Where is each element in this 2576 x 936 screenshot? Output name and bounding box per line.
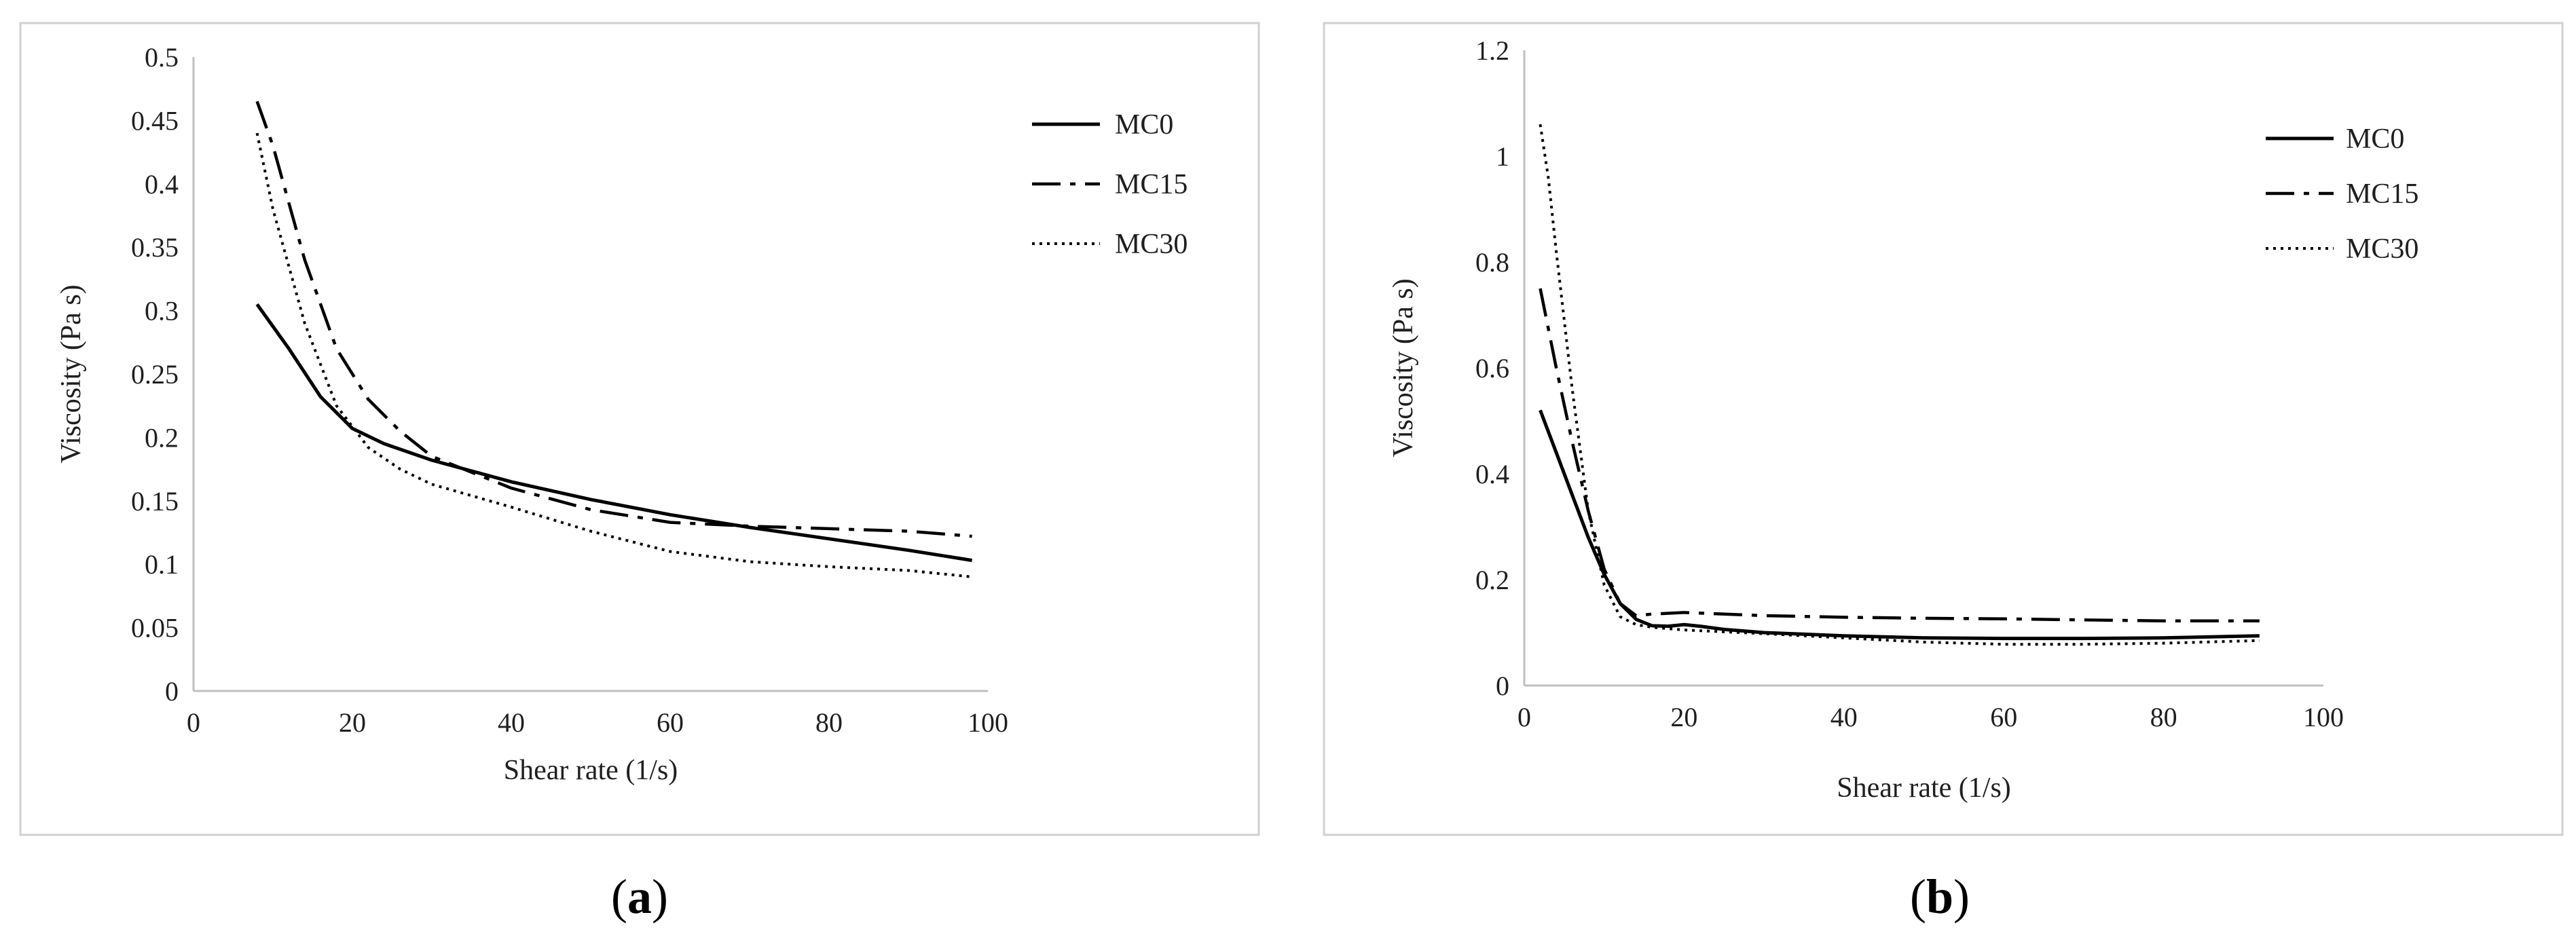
y-tick-label: 0.3 <box>145 296 179 326</box>
y-tick-label: 0.1 <box>145 549 179 580</box>
y-tick-label: 0.4 <box>145 169 179 200</box>
legend-label-mc15: MC15 <box>1115 169 1188 200</box>
x-axis-title: Shear rate (1/s) <box>1837 772 2011 804</box>
x-tick-label: 80 <box>2150 702 2177 732</box>
y-tick-label: 0.5 <box>145 42 179 73</box>
chart-panel-a: 0 0.05 0.1 0.15 0.2 0.25 0.3 0.35 0.4 0.45 0.5 0 20 4… <box>19 22 1260 924</box>
panel-caption: (b) <box>1910 869 1970 924</box>
series-line-mc15 <box>1539 288 2260 623</box>
legend-label-mc30: MC30 <box>1115 229 1188 260</box>
x-tick-label: 60 <box>1990 702 2017 732</box>
y-axis-title: Viscosity (Pa s) <box>56 284 87 463</box>
legend-label-mc0: MC0 <box>2346 124 2404 155</box>
chart-frame <box>1323 22 2564 836</box>
y-tick-label: 0 <box>165 676 179 707</box>
panel-caption-letter: b <box>1926 869 1953 924</box>
x-axis-title: Shear rate (1/s) <box>504 755 678 786</box>
y-tick-label: 0.25 <box>131 359 179 390</box>
x-tick-label: 100 <box>968 707 1008 738</box>
y-tick-label: 0.15 <box>131 486 179 517</box>
x-tick-label: 100 <box>2303 702 2344 732</box>
y-tick-label: 0 <box>1496 671 1509 701</box>
y-tick-label: 0.6 <box>1475 353 1509 383</box>
y-tick-label: 0.2 <box>1475 565 1509 595</box>
series-line-mc15 <box>255 100 972 538</box>
y-axis-title: Viscosity (Pa s) <box>1388 278 1419 457</box>
y-tick-label: 0.2 <box>145 422 179 453</box>
chart-frame <box>19 22 1260 836</box>
y-tick-label: 0.8 <box>1475 247 1509 278</box>
panel-caption-letter: a <box>627 869 652 924</box>
x-tick-label: 60 <box>657 707 684 738</box>
x-tick-label: 40 <box>1830 702 1858 732</box>
series-line-mc30 <box>1539 124 2260 646</box>
y-tick-label: 0.35 <box>131 232 179 263</box>
legend-label-mc0: MC0 <box>1115 109 1173 141</box>
y-tick-label: 0.4 <box>1475 459 1509 489</box>
x-tick-label: 20 <box>339 707 366 738</box>
x-tick-label: 40 <box>498 707 525 738</box>
x-tick-label: 0 <box>1517 702 1531 732</box>
series-line-mc0 <box>255 303 972 563</box>
y-tick-label: 0.05 <box>131 613 179 643</box>
y-tick-label: 1.2 <box>1475 35 1509 66</box>
y-tick-label: 1 <box>1496 141 1509 172</box>
series-line-mc30 <box>255 132 972 578</box>
legend-label-mc30: MC30 <box>2346 233 2418 265</box>
y-tick-label: 0.45 <box>131 105 179 136</box>
legend-label-mc15: MC15 <box>2346 179 2418 210</box>
x-tick-label: 0 <box>187 707 200 738</box>
x-tick-label: 80 <box>815 707 843 738</box>
panel-caption: (a) <box>611 869 668 924</box>
x-tick-label: 20 <box>1670 702 1697 732</box>
chart-panel-b: 0 0.2 0.4 0.6 0.8 1 1.2 0 20 40 60 80 100 Shear rate … <box>1323 22 2564 924</box>
series-line-mc0 <box>1539 409 2260 641</box>
